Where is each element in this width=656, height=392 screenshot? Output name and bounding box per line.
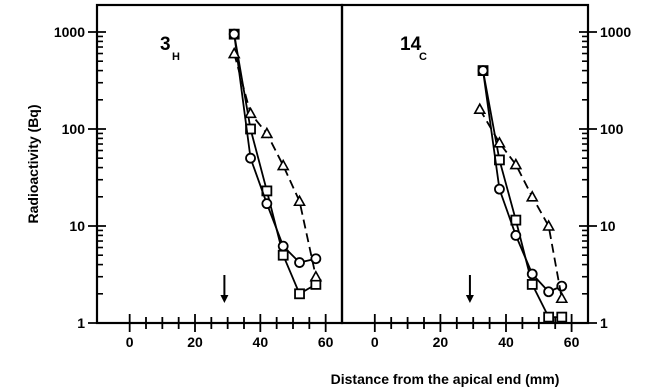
data-point-triangle — [227, 46, 241, 59]
data-point-circle — [556, 280, 568, 292]
series-line-triangle — [478, 108, 563, 299]
data-point-square — [526, 278, 538, 290]
data-point-triangle — [493, 136, 506, 148]
data-point-triangle — [276, 158, 290, 171]
x-tick-label: 0 — [371, 334, 379, 350]
data-point-square — [510, 214, 522, 226]
x-tick-label: 40 — [498, 334, 514, 350]
axes-group: 0 20 40 60 1 10 100 1000 0 20 40 60 1 10 100 1000 — [54, 24, 632, 350]
data-point-square — [277, 249, 289, 261]
x-tick-label: 60 — [318, 334, 334, 350]
y-tick-label: 1000 — [600, 24, 631, 40]
data-point-triangle — [509, 157, 523, 170]
data-point-square — [556, 311, 568, 323]
data-point-circle — [245, 152, 256, 164]
data-point-circle — [526, 268, 538, 280]
data-point-square — [543, 311, 555, 323]
data-point-circle — [261, 198, 273, 210]
data-point-triangle — [555, 291, 569, 304]
y-axis-title: Radioactivity (Bq) — [25, 104, 41, 223]
data-point-circle — [477, 65, 489, 77]
y-tick-label: 100 — [62, 121, 86, 137]
x-axis-title: Distance from the apical end (mm) — [331, 371, 560, 387]
x-tick-label: 20 — [433, 334, 449, 350]
left-panel-label: 3 — [160, 34, 171, 55]
data-point-triangle — [525, 190, 539, 202]
series-line-square — [233, 34, 317, 296]
right-panel-label-sub: C — [419, 51, 427, 63]
left-panel-frame — [95, 3, 344, 325]
data-point-square — [294, 288, 305, 300]
data-point-circle — [310, 253, 322, 265]
series-line-circle — [482, 70, 563, 293]
data-point-circle — [294, 257, 305, 268]
data-point-triangle — [309, 270, 323, 282]
data-point-triangle — [293, 194, 306, 207]
right-panel-label: 14 — [400, 34, 422, 55]
x-tick-label: 20 — [187, 334, 203, 350]
data-point-circle — [228, 28, 240, 40]
left-panel-label-sub: H — [172, 51, 180, 63]
y-tick-label: 1 — [77, 315, 85, 331]
series-line-square — [482, 70, 562, 319]
data-point-triangle — [260, 126, 274, 139]
y-tick-label: 1000 — [54, 24, 85, 40]
data-point-triangle — [244, 106, 257, 119]
data-point-triangle — [473, 102, 487, 114]
y-tick-label: 10 — [600, 218, 616, 234]
x-tick-label: 0 — [126, 334, 134, 350]
arrow-head — [465, 295, 474, 303]
arrow-head — [220, 295, 229, 303]
data-point-circle — [277, 240, 289, 252]
right-panel-frame — [340, 3, 590, 325]
y-tick-label: 100 — [600, 121, 624, 137]
data-point-circle — [543, 286, 555, 298]
data-point-triangle — [542, 219, 555, 231]
x-tick-label: 40 — [253, 334, 269, 350]
y-tick-label: 10 — [69, 218, 85, 234]
series-line-triangle — [233, 53, 317, 277]
y-tick-label: 1 — [600, 315, 608, 331]
x-tick-label: 60 — [564, 334, 580, 350]
data-point-circle — [494, 183, 505, 195]
plot-marks — [220, 28, 569, 323]
data-point-circle — [510, 230, 522, 241]
